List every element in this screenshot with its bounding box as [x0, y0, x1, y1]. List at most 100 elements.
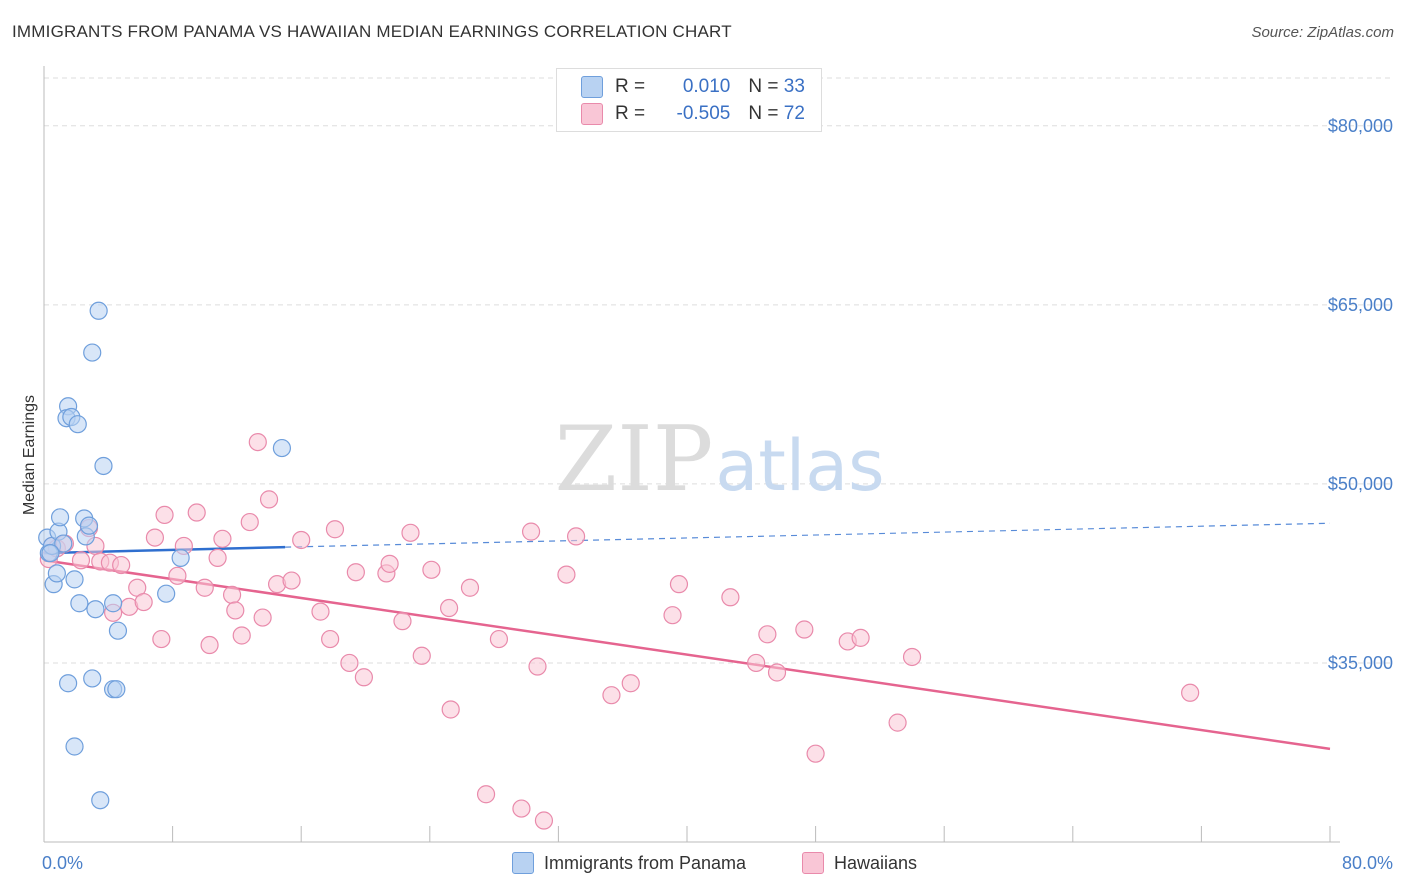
r-label: R =	[615, 76, 651, 97]
panama-point	[41, 544, 60, 563]
hawaiians-point	[354, 668, 373, 687]
legend-label-hawaiians: Hawaiians	[834, 852, 918, 873]
n-label: N =	[748, 76, 784, 97]
pink-swatch	[802, 852, 824, 874]
hawaiians-point	[393, 612, 412, 631]
panama-point	[272, 438, 292, 458]
trend-line-panama-dashed	[285, 522, 1331, 548]
panama-point	[89, 301, 108, 320]
hawaiians-point	[71, 551, 91, 570]
hawaiians-point	[321, 629, 340, 649]
hawaiians-point	[566, 527, 586, 546]
hawaiians-point	[380, 554, 399, 573]
hawaiians-point	[663, 606, 682, 625]
hawaiians-point	[557, 565, 576, 584]
panama-point	[59, 674, 78, 693]
panama-point	[65, 570, 84, 589]
hawaiians-point	[534, 811, 554, 830]
y-tick-label: $65,000	[1328, 295, 1393, 315]
hawaiians-point	[195, 578, 214, 597]
legend-item-panama[interactable]: Immigrants from Panama	[512, 852, 746, 874]
panama-point	[107, 680, 126, 699]
hawaiians-point	[240, 512, 259, 532]
stats-row-panama: R = 0.010 N = 33	[581, 74, 805, 100]
panama-point	[79, 516, 99, 535]
hawaiians-point	[669, 575, 689, 594]
panama-point	[104, 594, 123, 613]
hawaiians-point	[134, 592, 153, 612]
r-value: -0.505	[676, 103, 731, 124]
hawaiians-point	[441, 700, 460, 719]
hawaiians-point	[259, 490, 279, 509]
hawaiians-point	[521, 522, 541, 541]
chart-title: IMMIGRANTS FROM PANAMA VS HAWAIIAN MEDIA…	[12, 22, 732, 41]
trend-line-hawaiians	[43, 559, 1331, 751]
x-tick-label-end: 80.0%	[1342, 853, 1393, 873]
hawaiians-point	[200, 635, 219, 655]
hawaiians-point	[346, 563, 365, 582]
y-tick-label: $50,000	[1328, 474, 1393, 494]
hawaiians-point	[292, 530, 311, 550]
y-axis-label: Median Earnings	[21, 395, 38, 515]
hawaiians-point	[621, 674, 640, 693]
r-label: R =	[615, 103, 651, 124]
watermark-zip: ZIP	[555, 407, 714, 512]
y-tick-label: $35,000	[1328, 653, 1393, 673]
hawaiians-point	[226, 601, 245, 620]
blue-swatch	[581, 76, 603, 98]
blue-swatch	[512, 852, 534, 874]
hawaiians-point	[232, 626, 251, 645]
hawaiians-point	[439, 598, 459, 618]
hawaiians-point	[721, 588, 740, 607]
hawaiians-point	[512, 799, 531, 818]
panama-point	[108, 621, 128, 640]
axes-layer	[43, 66, 1340, 843]
panama-point	[83, 343, 102, 362]
hawaiians-point	[795, 620, 814, 639]
panama-point	[65, 737, 84, 756]
panama-point	[83, 669, 102, 688]
hawaiians-point	[248, 432, 267, 452]
hawaiians-point	[325, 520, 345, 539]
hawaiians-point	[253, 608, 272, 627]
y-tick-label: $80,000	[1328, 116, 1393, 136]
hawaiians-point	[340, 653, 359, 673]
n-value: 33	[783, 76, 805, 97]
hawaiians-point	[422, 560, 441, 579]
panama-point	[171, 548, 190, 567]
r-value: 0.010	[682, 76, 731, 97]
panama-point	[47, 564, 66, 583]
panama-point	[50, 508, 70, 527]
panama-point	[157, 584, 176, 603]
hawaiians-point	[222, 585, 242, 604]
stats-row-hawaiians: R = -0.505 N = 72	[581, 101, 805, 127]
stats-legend: R = 0.010 N = 33 R = -0.505 N = 72	[556, 68, 822, 132]
hawaiians-point	[412, 646, 431, 665]
hawaiians-point	[311, 602, 330, 621]
hawaiians-point	[1181, 683, 1200, 702]
hawaiians-point	[187, 503, 206, 522]
hawaiians-point	[401, 523, 420, 542]
grid-layer	[44, 77, 1392, 664]
hawaiians-point	[767, 663, 787, 682]
panama-point	[68, 415, 87, 434]
watermark-atlas: atlas	[715, 425, 884, 507]
hawaiians-point	[747, 653, 766, 673]
hawaiians-point	[112, 555, 131, 575]
hawaiians-point	[460, 578, 480, 597]
x-tick-label-start: 0.0%	[42, 853, 83, 873]
legend-label-panama: Immigrants from Panama	[544, 852, 747, 873]
watermark: ZIP atlas	[555, 407, 885, 512]
n-label: N =	[748, 103, 784, 124]
hawaiians-point	[168, 566, 187, 585]
panama-point	[54, 534, 73, 553]
hawaiians-point	[806, 744, 825, 763]
legend-item-hawaiians[interactable]: Hawaiians	[802, 852, 917, 874]
hawaiians-point	[208, 548, 227, 567]
pink-swatch	[581, 103, 603, 125]
labels-layer: $35,000 $50,000 $65,000 $80,000 0.0% 80.0%	[42, 116, 1393, 873]
hawaiians-point	[851, 628, 870, 647]
n-value: 72	[783, 103, 805, 124]
hawaiians-point	[476, 785, 496, 804]
